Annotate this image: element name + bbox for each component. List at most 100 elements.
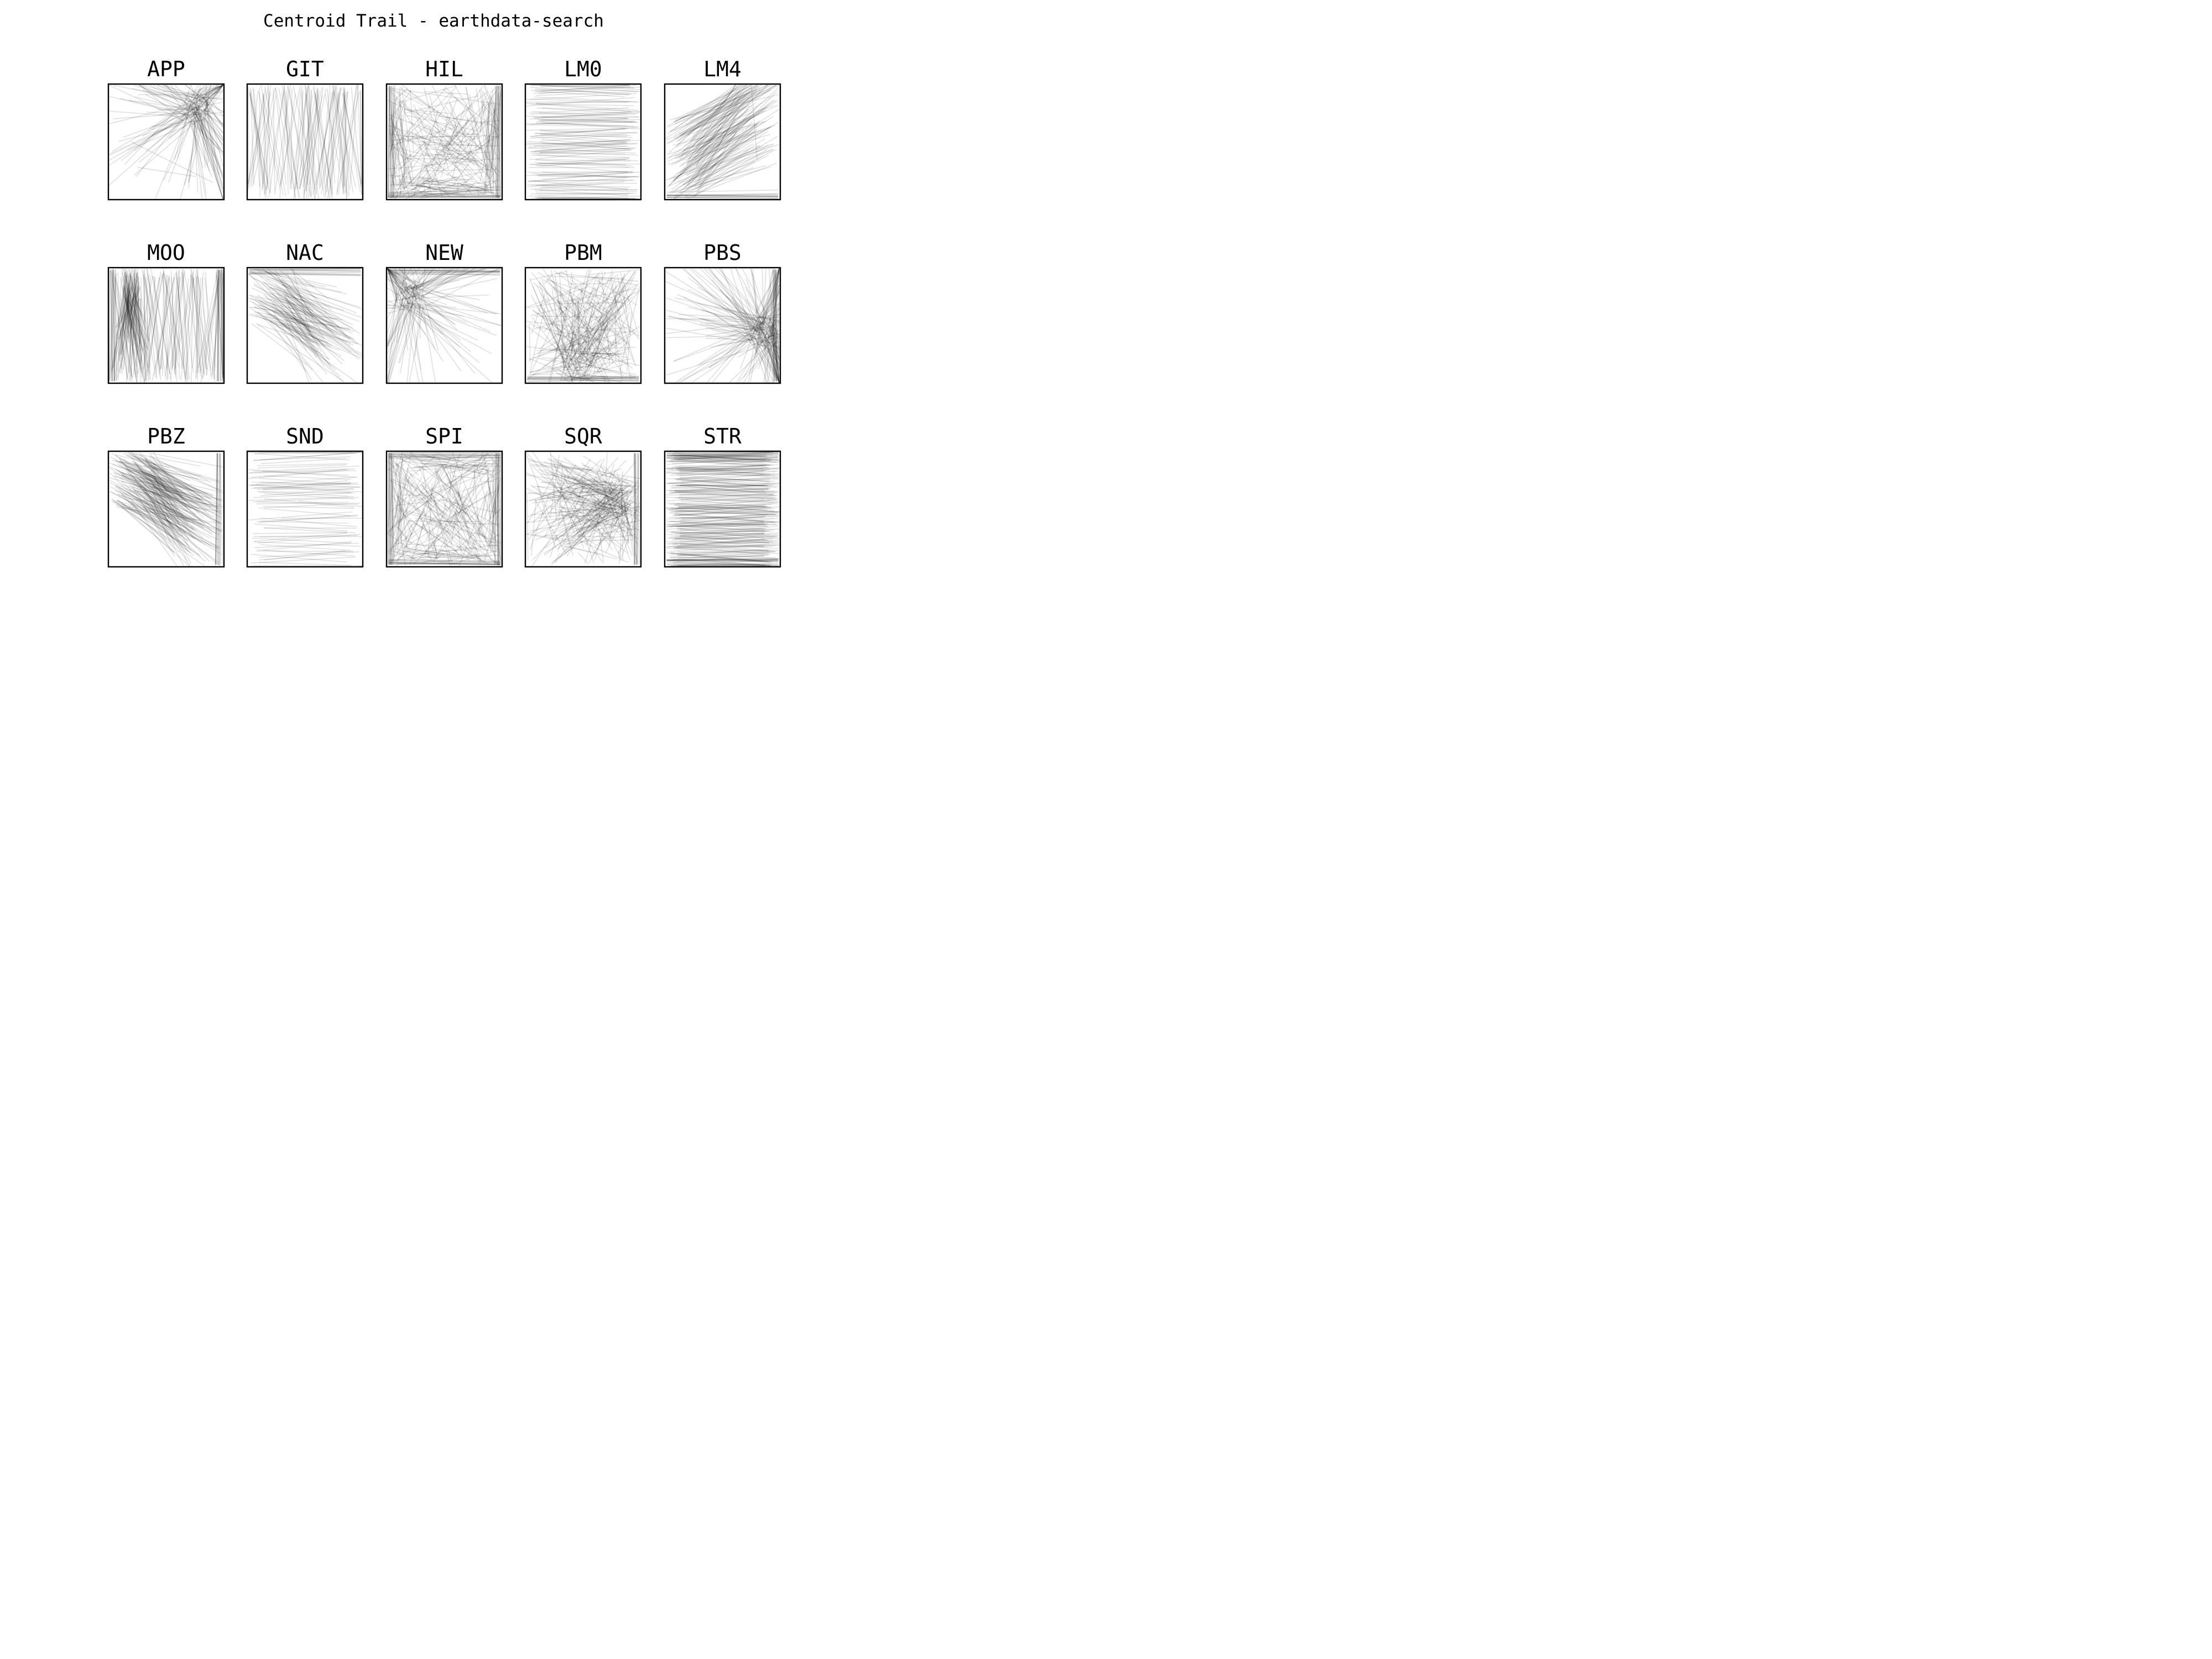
trail-segment <box>409 464 447 469</box>
trail-segment <box>117 469 222 514</box>
panel-title-git: GIT <box>286 57 324 81</box>
trail-segment <box>531 85 634 88</box>
trail-segment <box>677 497 774 504</box>
trail-segment <box>419 144 498 147</box>
trail-segment <box>388 455 500 457</box>
trail-segment <box>562 458 605 545</box>
trail-segment <box>120 478 200 501</box>
trail-segment <box>164 273 187 380</box>
trail-segment <box>568 299 623 347</box>
trail-segment <box>134 489 211 546</box>
trail-segment <box>530 136 625 143</box>
trail-segment <box>696 88 741 165</box>
trail-segment <box>313 85 333 190</box>
trail-segment <box>670 503 778 510</box>
trail-segment <box>570 505 640 529</box>
trail-segment <box>394 452 403 477</box>
trail-segment <box>166 106 202 111</box>
trail-segment <box>284 295 311 336</box>
trail-segment <box>278 88 300 199</box>
trail-segment <box>673 326 755 362</box>
trail-segment <box>526 124 640 128</box>
trail-segment <box>121 466 195 491</box>
trail-segment <box>193 85 212 117</box>
trail-segment <box>395 268 397 303</box>
trail-segment <box>428 556 462 559</box>
trail-segment <box>291 280 321 331</box>
trail-segment <box>342 91 345 195</box>
trail-segment <box>529 85 635 89</box>
panel-title-hil: HIL <box>425 57 463 81</box>
trail-segment <box>200 109 206 168</box>
trail-segment <box>125 269 135 375</box>
trail-segment <box>540 85 630 86</box>
trail-segment <box>574 325 607 362</box>
trail-segment <box>387 268 402 306</box>
trail-segment <box>452 452 487 540</box>
trail-segment <box>556 373 595 382</box>
trail-segment <box>536 347 636 351</box>
trail-segment <box>676 550 779 555</box>
trail-segment <box>258 271 318 299</box>
trail-segment <box>533 357 558 363</box>
trail-segment <box>672 562 773 566</box>
trail-segment <box>387 309 400 383</box>
trail-segment <box>676 122 779 180</box>
trail-segment <box>714 314 752 342</box>
trail-segment <box>269 321 306 372</box>
trail-segment <box>677 105 738 160</box>
trail-segment <box>216 272 223 375</box>
trail-segment <box>674 138 765 199</box>
trail-segment <box>484 85 495 107</box>
trail-segment <box>299 95 313 189</box>
trail-segment <box>750 280 780 332</box>
trail-segment <box>532 116 629 119</box>
trail-segment <box>551 510 627 564</box>
panel-title-pbs: PBS <box>703 241 742 265</box>
trail-segment <box>493 455 495 513</box>
trail-segment <box>445 106 500 173</box>
trail-segment <box>142 269 161 370</box>
trail-segment <box>387 268 410 306</box>
trail-segment <box>185 274 192 375</box>
trail-segment <box>407 270 451 294</box>
trail-segment <box>140 298 148 381</box>
trail-segment <box>681 87 735 155</box>
trail-segment <box>145 458 180 525</box>
trail-segment <box>400 545 498 557</box>
trail-segment <box>617 472 638 564</box>
trail-segment <box>259 517 358 528</box>
trail-segment <box>408 187 410 190</box>
trail-segment <box>207 120 223 146</box>
trail-segment <box>150 468 212 501</box>
trail-segment <box>534 96 631 102</box>
trail-segment <box>387 158 499 170</box>
trail-segment <box>253 492 353 498</box>
trail-segment <box>149 272 161 368</box>
trail-segment <box>582 465 640 484</box>
trail-segment <box>565 468 629 536</box>
trail-segment <box>769 289 779 334</box>
trail-segment <box>526 298 549 308</box>
trail-lines-lm4 <box>665 85 780 199</box>
trail-segment <box>554 270 634 331</box>
trail-segment <box>258 502 361 509</box>
trail-segment <box>389 182 414 186</box>
trail-segment <box>678 468 764 472</box>
trail-segment <box>136 272 143 371</box>
trail-segment <box>666 194 779 197</box>
trail-segment <box>174 85 198 107</box>
trail-segment <box>498 86 501 198</box>
trail-segment <box>112 277 135 372</box>
trail-segment <box>394 171 484 190</box>
trail-segment <box>474 463 490 477</box>
trail-segment <box>529 139 631 147</box>
trail-segment <box>531 486 608 490</box>
trail-segment <box>608 469 616 494</box>
trail-segment <box>596 279 638 306</box>
trail-segment <box>561 487 618 538</box>
trail-segment <box>220 453 222 565</box>
trail-segment <box>567 482 627 503</box>
trail-segment <box>586 299 608 357</box>
trail-segment <box>124 295 138 374</box>
